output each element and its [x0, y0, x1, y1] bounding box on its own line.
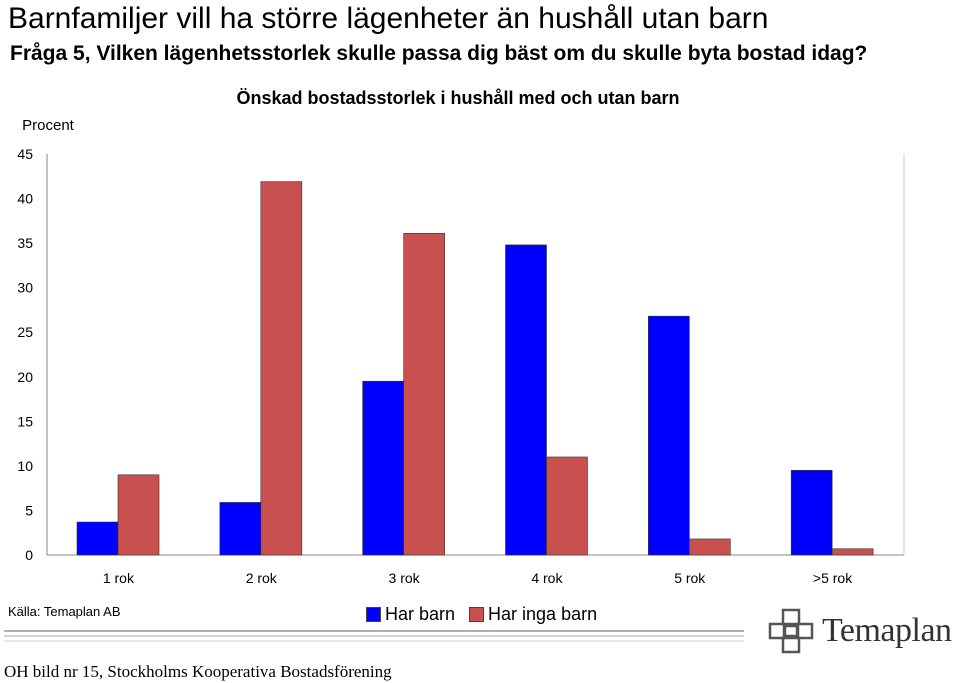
- y-tick-label: 0: [25, 547, 33, 563]
- legend-item-har-barn: Har barn: [366, 604, 455, 625]
- chart-legend: Har barn Har inga barn: [366, 604, 611, 625]
- legend-swatch-har-inga-barn: [469, 607, 485, 622]
- x-tick-label: 1 rok: [103, 570, 135, 586]
- temaplan-logo-icon: [768, 608, 814, 654]
- y-axis-label: Procent: [22, 117, 75, 134]
- bar-har-inga-barn: [403, 233, 445, 556]
- y-tick-label: 15: [17, 413, 33, 429]
- legend-label-har-barn: Har barn: [385, 604, 456, 624]
- x-tick-label: 4 rok: [531, 570, 563, 586]
- slide-caption: OH bild nr 15, Stockholms Kooperativa Bo…: [4, 662, 392, 681]
- y-tick-label: 35: [17, 235, 33, 251]
- legend-label-har-inga-barn: Har inga barn: [488, 604, 598, 624]
- x-tick-label: >5 rok: [813, 570, 853, 586]
- x-tick-label: 5 rok: [674, 570, 706, 586]
- bar-har-barn: [505, 244, 547, 556]
- source-note: Källa: Temaplan AB: [8, 604, 121, 619]
- footer-line: [4, 635, 744, 637]
- logo-wordmark: Temaplan: [822, 612, 952, 649]
- y-tick-label: 30: [17, 280, 33, 296]
- x-tick-label: 2 rok: [246, 570, 278, 586]
- footer-line: [4, 640, 744, 642]
- bar-har-barn: [790, 470, 833, 556]
- y-tick-label: 10: [17, 458, 33, 474]
- y-tick-label: 40: [17, 191, 33, 207]
- footer-line: [4, 630, 744, 632]
- x-tick-label: 3 rok: [389, 570, 421, 586]
- page-title: Barnfamiljer vill ha större lägenheter ä…: [8, 2, 769, 35]
- y-tick-label: 20: [17, 369, 33, 385]
- y-tick-label: 45: [17, 146, 33, 162]
- page-subtitle: Fråga 5, Vilken lägenhetsstorlek skulle …: [10, 42, 868, 65]
- temaplan-logo: Temaplan: [768, 608, 952, 654]
- bar-har-barn: [362, 380, 404, 556]
- chart-title: Önskad bostadsstorlek i hushåll med och …: [236, 88, 679, 108]
- bar-har-inga-barn: [546, 456, 588, 556]
- footer-divider: [4, 630, 744, 645]
- bar-chart: Önskad bostadsstorlek i hushåll med och …: [17, 88, 905, 586]
- bar-har-inga-barn: [831, 548, 874, 556]
- y-tick-label: 25: [17, 324, 33, 340]
- bar-har-inga-barn: [117, 474, 160, 556]
- bar-har-barn: [648, 315, 690, 556]
- bar-har-inga-barn: [689, 538, 731, 556]
- legend-swatch-har-barn: [366, 607, 381, 622]
- bar-har-inga-barn: [260, 181, 303, 556]
- y-tick-label: 5: [25, 502, 33, 518]
- bar-har-barn: [219, 502, 262, 556]
- legend-item-har-inga-barn: Har inga barn: [469, 604, 597, 625]
- bar-har-barn: [76, 521, 119, 556]
